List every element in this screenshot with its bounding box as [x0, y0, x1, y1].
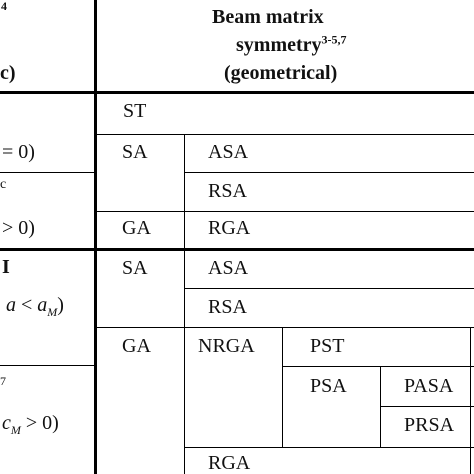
cell-st: ST — [123, 100, 147, 122]
rule-left-b — [0, 248, 474, 251]
divider-col3 — [282, 328, 283, 448]
divider-col2 — [184, 135, 185, 474]
right-edge — [470, 328, 471, 474]
rule-left-c — [0, 365, 94, 366]
left-header-tail: c) — [0, 62, 16, 84]
left-cell-4-bottom: cM > 0) — [2, 412, 59, 437]
cell-ga-1: GA — [122, 217, 151, 239]
cell-rga-2: RGA — [208, 452, 251, 474]
rule-rsa2 — [97, 327, 474, 328]
cell-sa-1: SA — [122, 141, 148, 163]
cell-psa: PSA — [310, 375, 347, 397]
divider-col4 — [380, 367, 381, 448]
main-divider — [94, 0, 97, 474]
left-cell-1: = 0) — [2, 141, 35, 163]
rule-left-a — [0, 172, 94, 173]
left-cell-3-bottom: a < aM) — [6, 294, 64, 319]
header-line-1: Beam matrix — [212, 6, 324, 28]
header-line-3: (geometrical) — [224, 62, 338, 84]
left-cell-4-top: 7 — [0, 374, 6, 388]
cell-rsa-2: RSA — [208, 296, 247, 318]
cell-rga-1: RGA — [208, 217, 251, 239]
cell-ga-2: GA — [122, 335, 151, 357]
cell-pst: PST — [310, 335, 345, 357]
rule-pst — [282, 366, 474, 367]
header-citation: 3-5,7 — [321, 32, 347, 47]
header-line-2: symmetry3-5,7 — [236, 32, 347, 56]
header-rule — [0, 91, 474, 94]
cell-rsa-1: RSA — [208, 180, 247, 202]
cell-nrga: NRGA — [198, 335, 255, 357]
rule-rsa1 — [97, 211, 474, 212]
left-cell-3-top: I — [2, 256, 10, 278]
rule-pasa — [380, 406, 474, 407]
left-cell-2-top: c — [0, 177, 7, 192]
header-symmetry: symmetry — [236, 34, 322, 56]
cell-prsa: PRSA — [404, 414, 455, 436]
rule-asa2 — [184, 288, 474, 289]
rule-prsa — [184, 447, 474, 448]
left-cell-2-bottom: > 0) — [2, 217, 35, 239]
cell-asa-1: ASA — [208, 141, 249, 163]
left-header-sup: 4 — [1, 0, 7, 13]
rule-st — [97, 134, 474, 135]
cell-asa-2: ASA — [208, 257, 249, 279]
cell-sa-2: SA — [122, 257, 148, 279]
rule-asa1 — [184, 172, 474, 173]
cell-pasa: PASA — [404, 375, 454, 397]
